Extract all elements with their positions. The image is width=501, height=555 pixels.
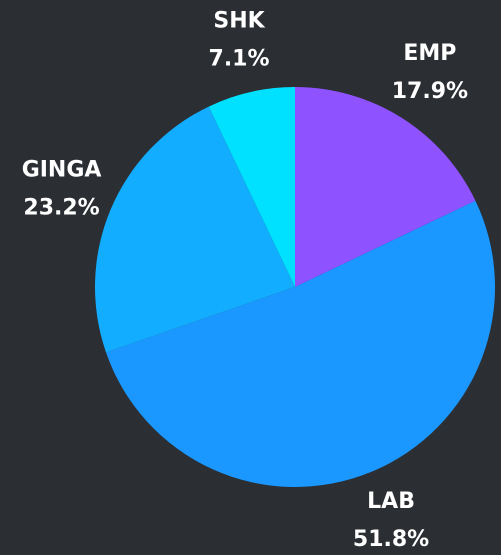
slice-value: 23.2%: [23, 195, 99, 220]
pie-slice: [208, 87, 295, 287]
pie-slice: [94, 106, 295, 353]
pie-slice: [295, 87, 476, 287]
pie-slice: [105, 200, 496, 488]
slice-label: GINGA: [22, 157, 102, 182]
slice-label: SHK: [213, 8, 265, 33]
slice-value: 17.9%: [392, 79, 468, 104]
slice-label: EMP: [403, 41, 456, 66]
slice-value: 7.1%: [209, 46, 270, 71]
slice-label: LAB: [367, 489, 415, 514]
slice-value: 51.8%: [353, 527, 429, 552]
